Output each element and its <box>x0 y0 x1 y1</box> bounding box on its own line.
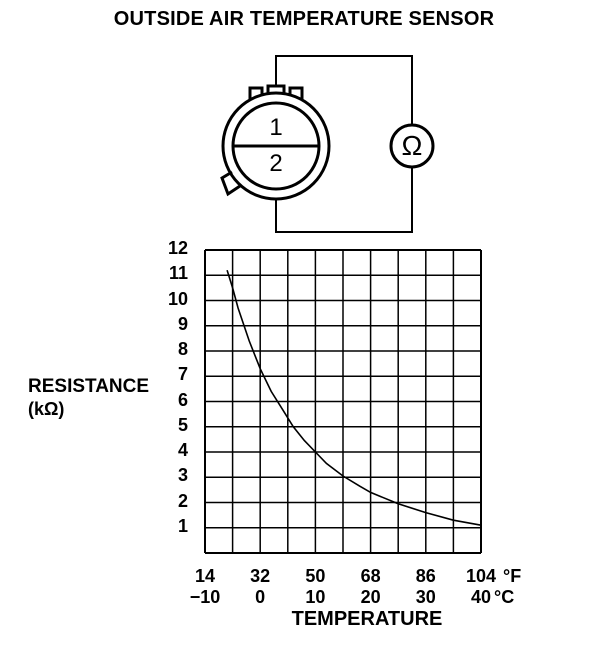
x-tick-label-f: 68 <box>360 566 381 586</box>
y-axis-label: RESISTANCE <box>28 376 150 397</box>
ohmmeter-icon <box>389 123 435 169</box>
ohm-symbol: Ω <box>401 130 423 161</box>
x-tick-label-f: 104 <box>465 566 497 586</box>
y-tick-label: 6 <box>177 389 188 410</box>
x-tick-label-f: 32 <box>250 566 271 586</box>
pin-2-label: 2 <box>269 150 283 177</box>
y-tick-label: 5 <box>177 414 188 435</box>
y-tick-label: 2 <box>177 490 188 511</box>
x-tick-label-c: 20 <box>360 587 381 607</box>
x-tick-label-c: −10 <box>189 587 221 607</box>
x-tick-label-c: 0 <box>255 587 266 607</box>
connector-icon <box>220 84 331 201</box>
x-tick-label-c: 40 <box>470 587 492 607</box>
pin-1-label: 1 <box>269 114 283 141</box>
x-tick-label-f: 86 <box>415 566 436 586</box>
x-unit-celsius: °C <box>494 587 515 607</box>
y-tick-label: 4 <box>177 440 188 460</box>
resistance-chart <box>204 249 482 554</box>
y-tick-label: 3 <box>177 465 188 486</box>
resistance-curve <box>226 269 482 526</box>
x-tick-label-c: 10 <box>305 587 326 607</box>
y-tick-label: 8 <box>177 339 188 359</box>
x-tick-label-f: 50 <box>305 566 326 586</box>
x-tick-label-f: 14 <box>194 566 216 586</box>
x-unit-fahrenheit: °F <box>503 566 522 586</box>
y-tick-label: 9 <box>177 313 188 334</box>
y-tick-label: 7 <box>177 364 188 385</box>
diagram-title: OUTSIDE AIR TEMPERATURE SENSOR <box>113 8 495 30</box>
x-axis-title: TEMPERATURE <box>291 608 443 630</box>
y-tick-label: 12 <box>167 238 188 258</box>
y-axis-unit: (kΩ) <box>28 399 65 419</box>
wire-loop <box>275 55 413 233</box>
y-tick-label: 1 <box>177 515 188 536</box>
y-tick-label: 11 <box>168 263 188 284</box>
x-tick-label-c: 30 <box>415 587 436 607</box>
y-tick-label: 10 <box>167 288 188 309</box>
y-axis-title: RESISTANCE (kΩ) <box>28 376 149 420</box>
